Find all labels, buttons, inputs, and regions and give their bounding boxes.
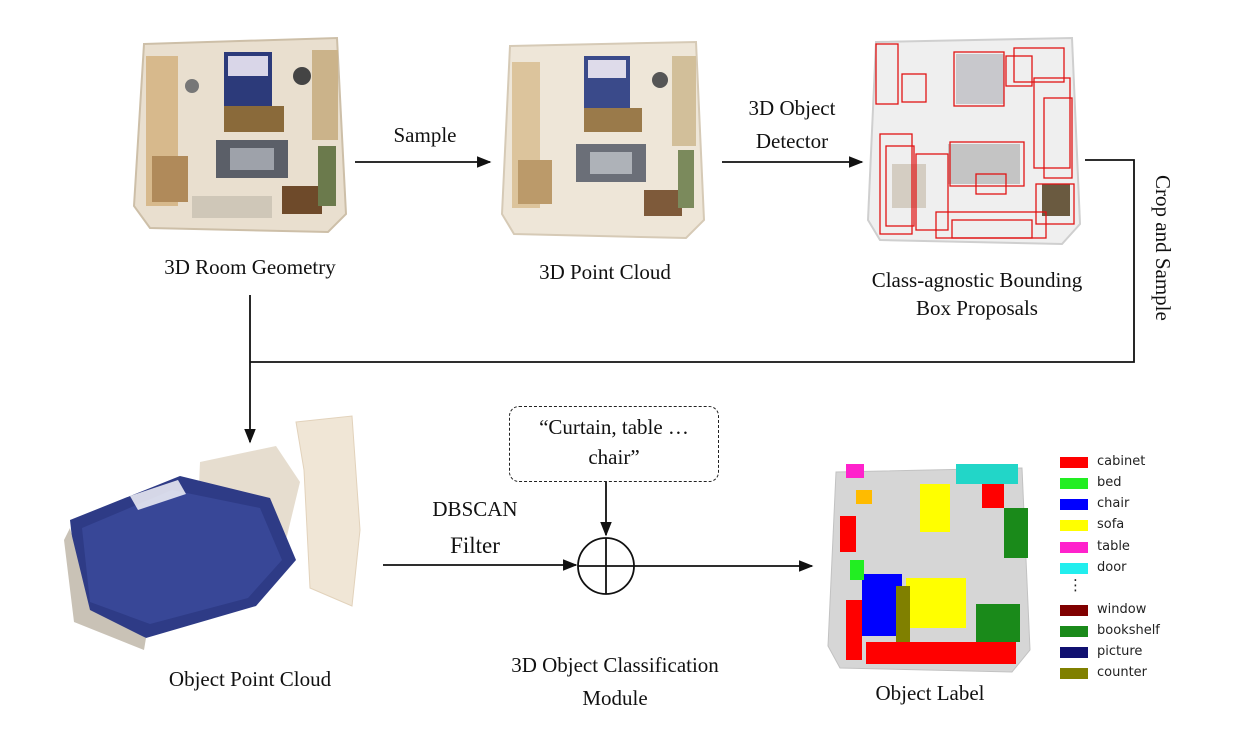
room-geometry-image	[132, 36, 348, 234]
legend-swatch	[1060, 457, 1088, 468]
legend-swatch	[1060, 542, 1088, 553]
legend-swatch	[1060, 605, 1088, 616]
legend-label: sofa	[1097, 517, 1125, 532]
point-cloud-label: 3D Point Cloud	[539, 260, 671, 284]
proposals-label-line1: Class-agnostic Bounding	[871, 268, 1083, 292]
point-cloud-image	[500, 40, 706, 240]
legend-label: bookshelf	[1097, 623, 1160, 638]
legend-label: cabinet	[1097, 454, 1146, 469]
legend-swatch	[1060, 647, 1088, 658]
crop-and-sample-label: Crop and Sample	[1151, 175, 1175, 321]
prompt-line2: chair”	[588, 445, 640, 469]
dbscan-label: DBSCAN	[432, 497, 518, 521]
object-label-label: Object Label	[875, 681, 985, 705]
legend-swatch	[1060, 520, 1088, 531]
legend-ellipsis: ⋮	[1068, 576, 1083, 594]
classification-label-line1: 3D Object Classification	[511, 653, 719, 677]
legend-label: picture	[1097, 644, 1143, 659]
filter-label: Filter	[450, 533, 500, 558]
legend-swatch	[1060, 668, 1088, 679]
legend-swatch	[1060, 478, 1088, 489]
prompt-line1: “Curtain, table …	[539, 415, 689, 439]
proposals-image	[866, 36, 1082, 246]
classification-label-line2: Module	[582, 686, 648, 710]
connector-crop-and-sample	[250, 159, 1135, 363]
legend-label: table	[1097, 539, 1130, 554]
legend-label: bed	[1097, 475, 1122, 490]
legend-swatch	[1060, 563, 1088, 574]
proposals-label-line2: Box Proposals	[916, 296, 1038, 320]
object-label-image	[827, 464, 1031, 673]
detector-edge-label-line1: 3D Object	[748, 96, 836, 120]
object-point-cloud-label: Object Point Cloud	[168, 667, 332, 691]
legend-swatch	[1060, 499, 1088, 510]
sample-edge-label: Sample	[393, 123, 457, 147]
class-prompt-box: “Curtain, table … chair”	[509, 406, 719, 482]
object-point-cloud-image	[64, 415, 361, 650]
legend-label: chair	[1097, 496, 1130, 511]
room-geometry-label: 3D Room Geometry	[164, 255, 336, 279]
detector-edge-label-line2: Detector	[755, 129, 829, 153]
legend-label: window	[1097, 602, 1147, 617]
legend-swatch	[1060, 626, 1088, 637]
legend-label: door	[1097, 560, 1127, 575]
legend-label: counter	[1097, 665, 1148, 680]
combine-operator	[577, 537, 635, 595]
